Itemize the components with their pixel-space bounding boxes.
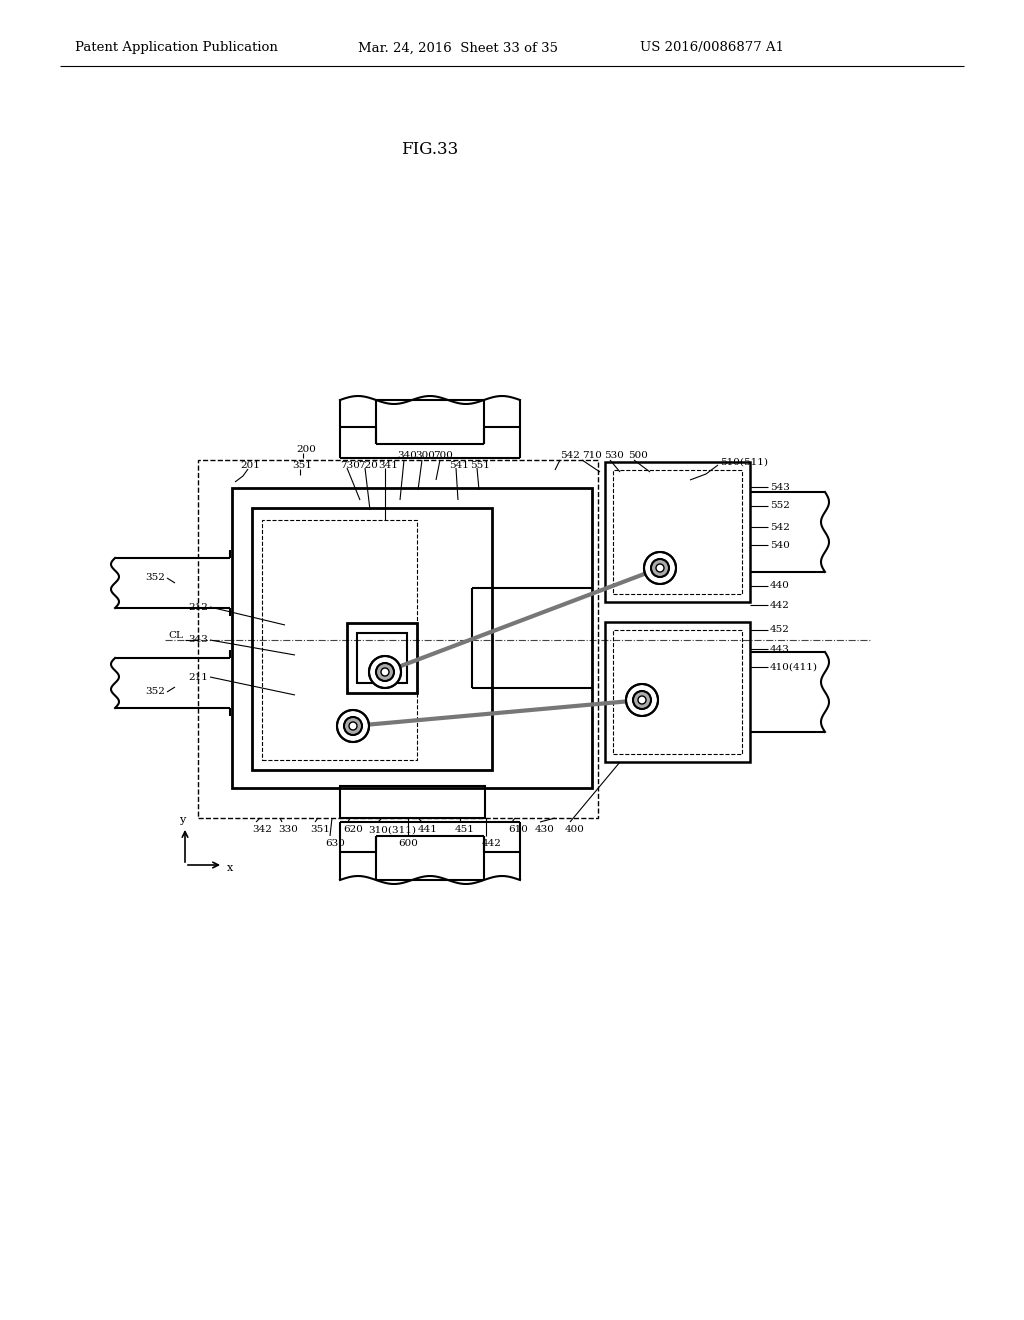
Text: 341: 341 — [378, 461, 398, 470]
Text: 212: 212 — [188, 602, 208, 611]
Text: 410(411): 410(411) — [770, 663, 818, 672]
Text: 730: 730 — [340, 461, 359, 470]
Text: 442: 442 — [770, 601, 790, 610]
Text: 443: 443 — [770, 644, 790, 653]
Circle shape — [656, 564, 664, 572]
Text: 600: 600 — [398, 840, 418, 849]
Text: 300: 300 — [415, 450, 435, 459]
Text: 542: 542 — [770, 523, 790, 532]
Bar — [613, 630, 742, 754]
Text: 541: 541 — [449, 461, 469, 470]
Text: 452: 452 — [770, 626, 790, 635]
Circle shape — [651, 558, 669, 577]
Text: 351: 351 — [292, 462, 312, 470]
Circle shape — [644, 552, 676, 583]
Bar — [252, 508, 492, 770]
Text: 352: 352 — [145, 688, 165, 697]
Text: 310(311): 310(311) — [368, 825, 416, 834]
Text: 500: 500 — [628, 450, 648, 459]
Bar — [347, 623, 417, 693]
Text: 451: 451 — [455, 825, 475, 834]
Text: 430: 430 — [535, 825, 555, 834]
Text: Mar. 24, 2016  Sheet 33 of 35: Mar. 24, 2016 Sheet 33 of 35 — [358, 41, 558, 54]
Text: 200: 200 — [296, 446, 315, 454]
Text: 352: 352 — [145, 573, 165, 582]
Circle shape — [344, 717, 362, 735]
Text: 342: 342 — [252, 825, 272, 834]
Circle shape — [376, 663, 394, 681]
Bar — [605, 622, 750, 762]
Text: 211: 211 — [188, 672, 208, 681]
Text: 343: 343 — [188, 635, 208, 644]
Text: FIG.33: FIG.33 — [401, 141, 459, 158]
Bar — [262, 520, 417, 760]
Circle shape — [633, 690, 651, 709]
Text: 700: 700 — [433, 450, 453, 459]
Text: 351: 351 — [310, 825, 330, 834]
Bar — [357, 634, 407, 682]
Text: 620: 620 — [343, 825, 362, 834]
Circle shape — [626, 684, 658, 715]
Bar — [605, 462, 750, 602]
Text: x: x — [227, 863, 233, 873]
Text: 552: 552 — [770, 502, 790, 511]
Bar — [198, 459, 598, 818]
Text: Patent Application Publication: Patent Application Publication — [75, 41, 278, 54]
Text: 441: 441 — [418, 825, 438, 834]
Text: 710: 710 — [582, 450, 602, 459]
Text: 630: 630 — [325, 840, 345, 849]
Text: 720: 720 — [358, 461, 378, 470]
Text: 201: 201 — [240, 462, 260, 470]
Bar — [613, 470, 742, 594]
Circle shape — [369, 656, 401, 688]
Text: CL: CL — [168, 631, 183, 639]
Text: 400: 400 — [565, 825, 585, 834]
Text: 543: 543 — [770, 483, 790, 491]
Text: 530: 530 — [604, 450, 624, 459]
Text: US 2016/0086877 A1: US 2016/0086877 A1 — [640, 41, 784, 54]
Text: 440: 440 — [770, 582, 790, 590]
Text: 340: 340 — [397, 450, 417, 459]
Bar — [340, 785, 485, 818]
Circle shape — [381, 668, 389, 676]
Circle shape — [337, 710, 369, 742]
Text: 330: 330 — [278, 825, 298, 834]
Text: 510(511): 510(511) — [720, 458, 768, 466]
Text: y: y — [179, 814, 185, 825]
Text: 540: 540 — [770, 540, 790, 549]
Text: 610: 610 — [508, 825, 528, 834]
Text: 551: 551 — [470, 461, 489, 470]
Text: 442: 442 — [482, 840, 502, 849]
Bar — [232, 488, 592, 788]
Circle shape — [349, 722, 357, 730]
Text: 542: 542 — [560, 450, 580, 459]
Circle shape — [638, 696, 646, 704]
